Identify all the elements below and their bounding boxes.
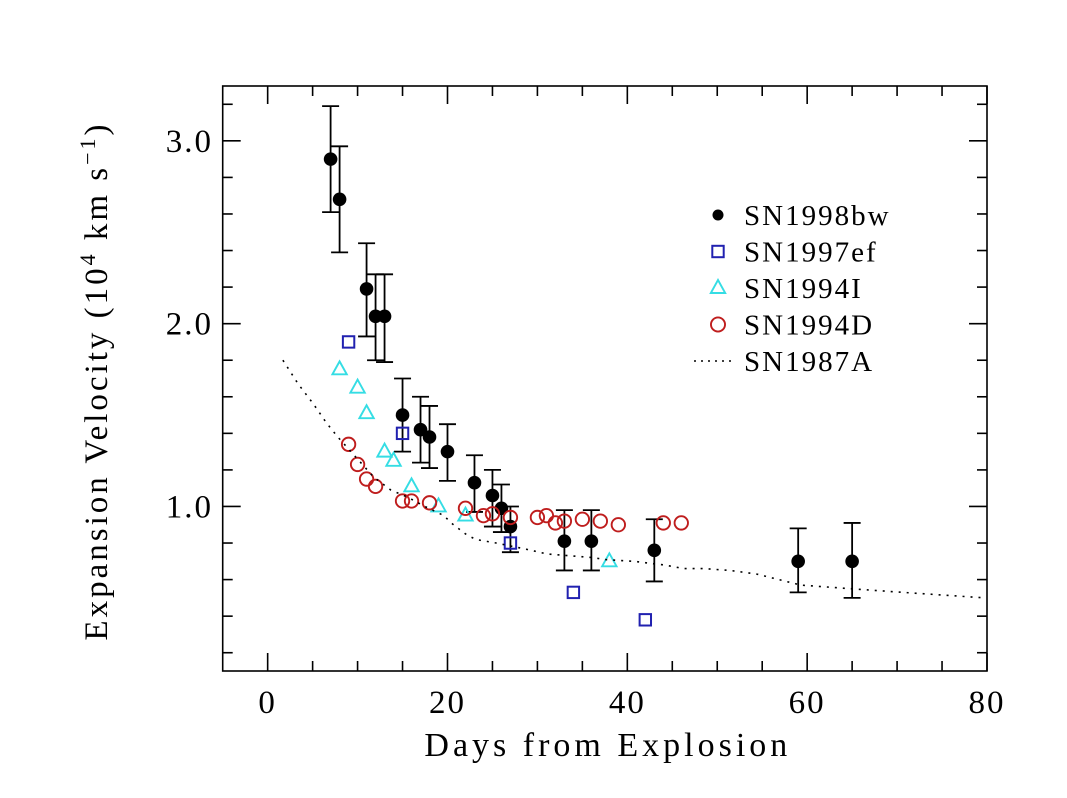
legend-label: SN1987A: [744, 346, 874, 378]
data-point: [538, 507, 555, 524]
data-point: [384, 450, 403, 467]
data-point: [341, 335, 356, 349]
data-point: [502, 509, 519, 526]
data-point: [402, 476, 421, 493]
data-point: [709, 278, 727, 294]
data-point: [422, 430, 437, 444]
data-point: [367, 478, 384, 495]
series-SN1987A: [282, 359, 986, 599]
y-tick-label: 3.0: [166, 124, 213, 160]
data-point: [566, 585, 581, 600]
data-point: [557, 534, 572, 549]
data-point: [377, 309, 392, 324]
data-point: [349, 456, 366, 473]
legend-label: SN1998bw: [744, 200, 891, 232]
x-tick-label: 20: [429, 685, 466, 721]
x-tick-label: 40: [609, 685, 646, 721]
x-axis-title: Days from Explosion: [424, 727, 791, 764]
data-point: [395, 408, 410, 422]
data-point: [791, 554, 805, 569]
data-point: [556, 513, 573, 529]
data-point: [357, 403, 376, 420]
legend-item-sn1987a: SN1987A: [694, 346, 874, 378]
data-point: [638, 613, 653, 627]
legend-item-sn1994d: SN1994D: [710, 310, 874, 342]
data-point: [340, 436, 357, 452]
legend-label: SN1994I: [744, 273, 863, 305]
sn1987a-curve: [282, 359, 986, 599]
data-point: [484, 506, 501, 522]
data-point: [710, 316, 726, 333]
legend: SN1998bw SN1997ef SN1994I SN1994D SN1987A: [694, 200, 891, 378]
legend-item-sn1998bw: SN1998bw: [712, 200, 891, 232]
data-point: [403, 493, 420, 509]
data-point: [330, 359, 349, 376]
y-tick-label: 2.0: [166, 307, 213, 343]
legend-item-sn1994i: SN1994I: [709, 273, 863, 305]
data-point: [457, 500, 474, 516]
legend-item-sn1997ef: SN1997ef: [711, 237, 878, 269]
data-point: [413, 422, 428, 437]
legend-marker-filled-circle: [712, 209, 724, 221]
data-point: [394, 493, 411, 509]
data-point: [655, 515, 671, 531]
data-point: [475, 507, 492, 524]
x-tick-label: 60: [789, 685, 826, 721]
data-point: [323, 152, 338, 166]
data-point: [711, 244, 725, 259]
data-point: [529, 509, 546, 526]
data-point: [673, 515, 689, 531]
x-tick-label: 0: [258, 685, 277, 721]
y-axis: [222, 103, 987, 654]
data-point: [592, 513, 609, 529]
data-point: [547, 515, 564, 531]
plot-frame: [221, 85, 988, 672]
data-point: [395, 426, 410, 441]
data-point: [584, 534, 599, 549]
y-tick-label: 1.0: [166, 489, 213, 525]
data-point: [358, 471, 375, 487]
data-point: [574, 511, 591, 527]
data-point: [375, 441, 394, 458]
data-point: [610, 517, 626, 533]
series-SN1997ef: [341, 335, 653, 627]
data-point: [348, 377, 367, 394]
data-point: [359, 282, 374, 296]
legend-label: SN1994D: [744, 310, 874, 342]
x-tick-labels: 0 20 40 60 80: [258, 685, 1006, 721]
y-tick-labels: 1.0 2.0 3.0: [166, 124, 213, 526]
data-point: [421, 495, 438, 511]
data-point: [332, 192, 347, 207]
x-axis: [266, 86, 988, 671]
data-point: [647, 543, 662, 558]
data-point: [503, 536, 518, 550]
legend-label: SN1997ef: [744, 237, 878, 269]
y-axis-title: Expansion Velocity (104 km s−1): [75, 121, 115, 640]
x-tick-label: 80: [969, 685, 1006, 721]
data-point: [485, 488, 500, 503]
series-SN1994D: [340, 436, 689, 533]
data-point: [845, 554, 859, 569]
data-point: [440, 444, 455, 459]
data-point: [467, 475, 482, 490]
